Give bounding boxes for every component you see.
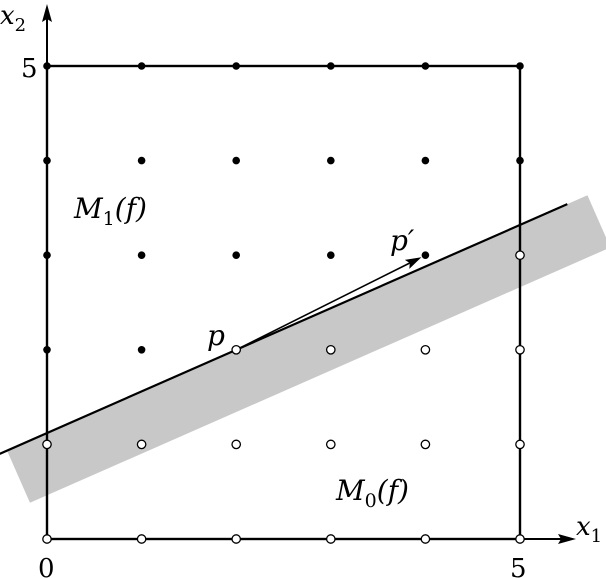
lattice-point-filled — [137, 62, 146, 70]
lattice-point-filled — [232, 62, 240, 70]
region-label-m1: M1(f) — [73, 192, 147, 230]
p-prime-arrowhead — [404, 257, 422, 269]
lattice-point-filled — [327, 62, 335, 70]
lattice-point-filled — [137, 346, 146, 354]
lattice-point-filled — [516, 62, 524, 70]
lattice-point-open — [420, 439, 431, 450]
p-to-p-prime-arrow — [235, 262, 411, 351]
lattice-point-open — [325, 344, 336, 355]
lattice-point-open — [136, 439, 147, 450]
lattice-point-open — [515, 439, 525, 450]
lattice-point-open — [231, 344, 242, 355]
lattice-point-open — [515, 534, 525, 544]
lattice-point-filled — [421, 251, 430, 259]
lattice-point-open — [325, 439, 336, 450]
region-label-m0: M0(f) — [335, 474, 409, 512]
lattice-point-open — [231, 439, 242, 450]
lattice-point-open — [42, 534, 52, 544]
lattice-point-open — [325, 534, 336, 544]
lattice-point-open — [42, 439, 52, 450]
separating-line — [0, 203, 568, 455]
tick-label-x-five: 5 — [510, 554, 527, 578]
lattice-point-open — [420, 534, 431, 544]
lattice-point-filled — [421, 156, 430, 165]
lattice-point-filled — [43, 346, 51, 354]
point-label-p-prime: p′ — [390, 224, 415, 257]
lattice-points — [42, 62, 525, 544]
y-axis-label: x2 — [0, 1, 26, 36]
lattice-point-open — [420, 344, 431, 355]
x-axis-arrowhead — [558, 534, 576, 544]
lattice-point-open — [136, 534, 147, 544]
lattice-point-filled — [43, 156, 51, 165]
lattice-point-open — [515, 250, 525, 261]
tick-label-y-five: 5 — [21, 54, 38, 84]
lattice-point-filled — [232, 156, 240, 165]
lattice-point-filled — [421, 62, 430, 70]
lattice-point-open — [231, 534, 242, 544]
lattice-point-filled — [137, 156, 146, 165]
y-axis-arrowhead — [42, 4, 52, 22]
tick-label-zero: 0 — [38, 554, 55, 578]
half-space-band — [7, 195, 606, 503]
lattice-point-filled — [327, 156, 335, 165]
point-label-p: p — [207, 319, 225, 352]
lattice-point-open — [515, 344, 525, 355]
lattice-point-filled — [232, 251, 240, 259]
lattice-point-filled — [327, 251, 335, 259]
lattice-point-filled — [43, 62, 51, 70]
lattice-point-filled — [137, 251, 146, 259]
x-axis-label: x1 — [576, 512, 602, 547]
lattice-point-filled — [516, 156, 524, 165]
lattice-point-filled — [43, 251, 51, 259]
